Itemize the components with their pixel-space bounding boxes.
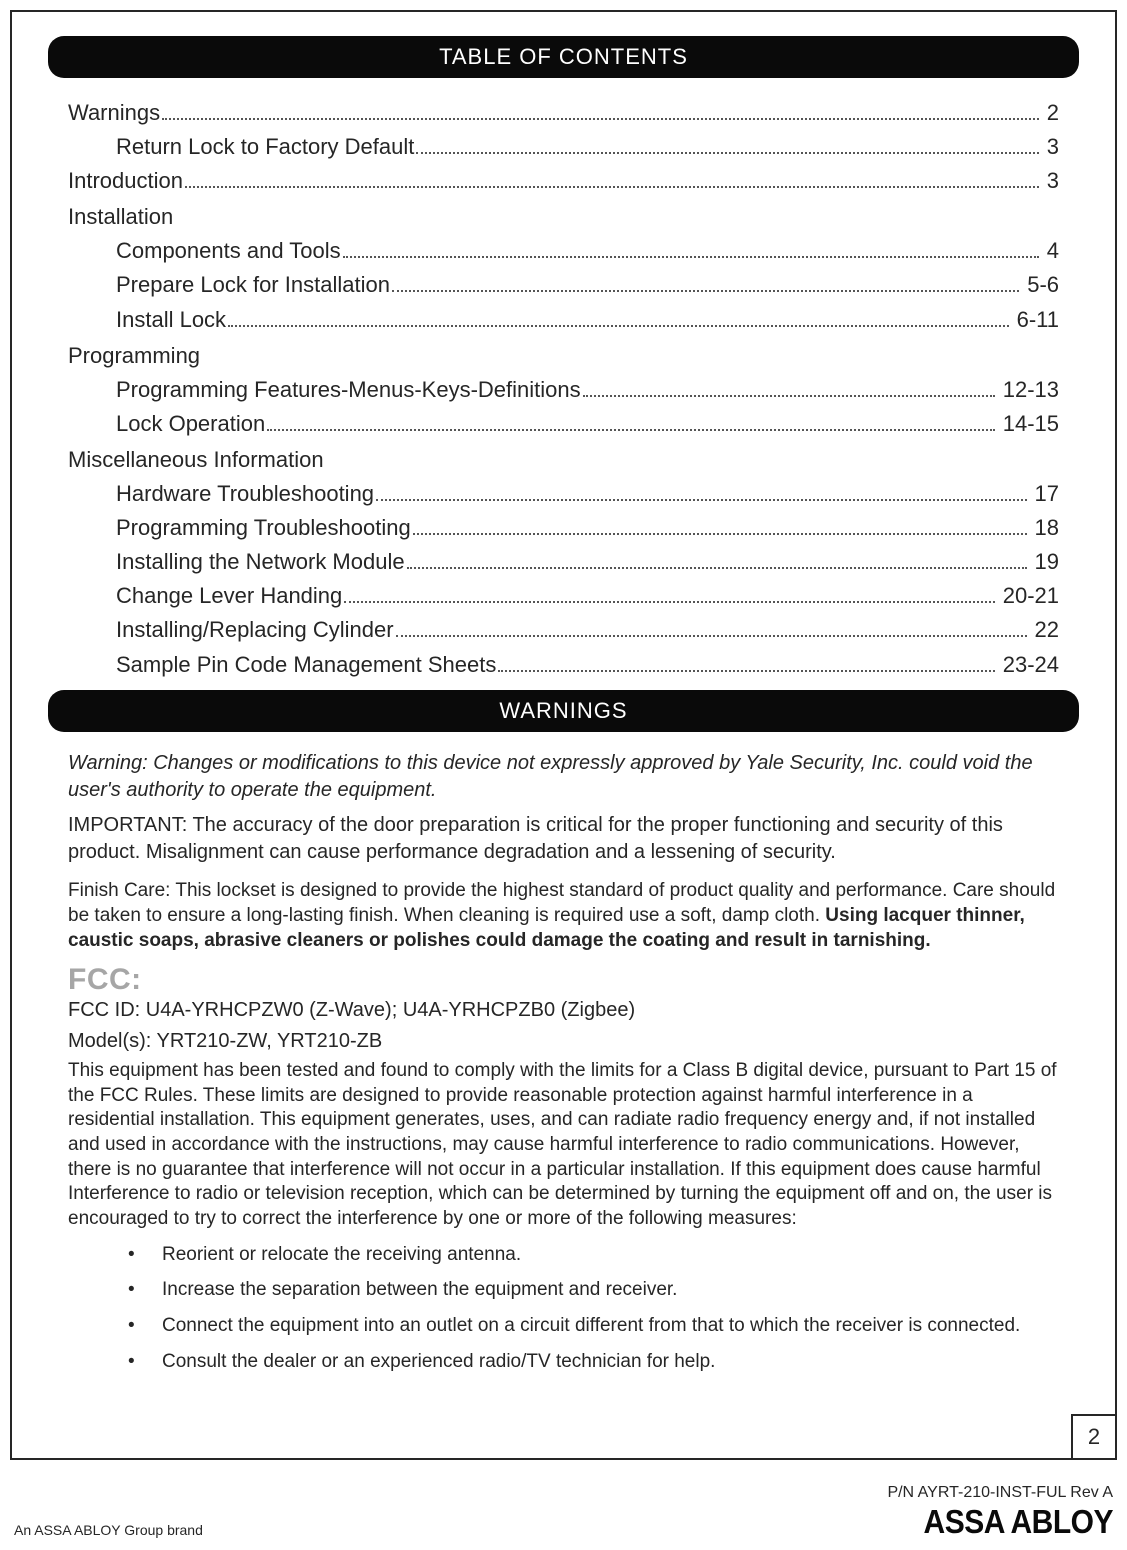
toc-row: Programming	[68, 339, 1059, 373]
toc-label: Change Lever Handing	[116, 579, 342, 613]
toc-row: Components and Tools 4	[68, 234, 1059, 268]
fcc-heading: FCC:	[68, 963, 1059, 997]
toc-leader-dots	[344, 601, 994, 603]
toc-label: Miscellaneous Information	[68, 443, 324, 477]
fcc-bullet: Increase the separation between the equi…	[128, 1277, 1059, 1303]
toc-label: Installing/Replacing Cylinder	[116, 613, 394, 647]
toc-leader-dots	[498, 670, 994, 672]
toc-row: Lock Operation 14-15	[68, 407, 1059, 441]
toc-page-number: 12-13	[1001, 373, 1059, 407]
toc-label: Installation	[68, 200, 173, 234]
page-frame: TABLE OF CONTENTS Warnings2Return Lock t…	[10, 10, 1117, 1460]
toc-row: Return Lock to Factory Default 3	[68, 130, 1059, 164]
fcc-bullet: Connect the equipment into an outlet on …	[128, 1313, 1059, 1339]
table-of-contents: Warnings 2 Return Lock to Factory Default 3…	[68, 96, 1059, 682]
toc-leader-dots	[396, 635, 1027, 637]
toc-label: Programming Troubleshooting	[116, 511, 411, 545]
toc-page-number: 18	[1033, 511, 1059, 545]
toc-page-number: 17	[1033, 477, 1059, 511]
toc-leader-dots	[583, 395, 995, 397]
fcc-id-line: FCC ID: U4A-YRHCPZW0 (Z-Wave); U4A-YRHCP…	[68, 997, 1059, 1024]
toc-leader-dots	[392, 290, 1019, 292]
toc-row: Prepare Lock for Installation 5-6	[68, 268, 1059, 302]
fcc-body-text: This equipment has been tested and found…	[68, 1059, 1059, 1232]
fcc-models-line: Model(s): YRT210-ZW, YRT210-ZB	[68, 1028, 1059, 1055]
toc-page-number: 5-6	[1025, 268, 1059, 302]
toc-row: Warnings 2	[68, 96, 1059, 130]
toc-label: Lock Operation	[116, 407, 265, 441]
toc-label: Warnings	[68, 96, 160, 130]
toc-page-number: 22	[1033, 613, 1059, 647]
toc-leader-dots	[413, 533, 1027, 535]
toc-label: Programming Features-Menus-Keys-Definiti…	[116, 373, 581, 407]
toc-row: Hardware Troubleshooting 17	[68, 477, 1059, 511]
fcc-bullet-list: Reorient or relocate the receiving anten…	[128, 1242, 1059, 1375]
toc-leader-dots	[343, 256, 1039, 258]
toc-leader-dots	[407, 567, 1027, 569]
toc-row: Install Lock 6-11	[68, 303, 1059, 337]
fcc-bullet: Reorient or relocate the receiving anten…	[128, 1242, 1059, 1268]
toc-header: TABLE OF CONTENTS	[48, 36, 1079, 78]
toc-leader-dots	[185, 186, 1039, 188]
toc-label: Hardware Troubleshooting	[116, 477, 374, 511]
toc-leader-dots	[416, 152, 1038, 154]
toc-label: Return Lock to Factory Default	[116, 130, 414, 164]
warnings-header: WARNINGS	[48, 690, 1079, 732]
toc-label: Components and Tools	[116, 234, 341, 268]
toc-label: Programming	[68, 339, 200, 373]
toc-row: Change Lever Handing 20-21	[68, 579, 1059, 613]
toc-label: Installing the Network Module	[116, 545, 405, 579]
toc-page-number: 14-15	[1001, 407, 1059, 441]
toc-row: Miscellaneous Information	[68, 443, 1059, 477]
toc-page-number: 4	[1045, 234, 1059, 268]
footer-part-number: P/N AYRT-210-INST-FUL Rev A	[887, 1484, 1113, 1502]
toc-page-number: 20-21	[1001, 579, 1059, 613]
toc-row: Introduction 3	[68, 164, 1059, 198]
toc-leader-dots	[162, 118, 1039, 120]
toc-row: Sample Pin Code Management Sheets 23-24	[68, 648, 1059, 682]
warning-important-text: IMPORTANT: The accuracy of the door prep…	[68, 812, 1059, 866]
toc-row: Installing the Network Module 19	[68, 545, 1059, 579]
toc-row: Programming Troubleshooting 18	[68, 511, 1059, 545]
toc-label: Introduction	[68, 164, 183, 198]
assa-abloy-logo: ASSA ABLOY	[887, 1504, 1113, 1542]
toc-page-number: 2	[1045, 96, 1059, 130]
toc-page-number: 3	[1045, 164, 1059, 198]
warning-finish-care: Finish Care: This lockset is designed to…	[68, 878, 1059, 953]
warning-modification-text: Warning: Changes or modifications to thi…	[68, 750, 1059, 804]
toc-leader-dots	[376, 499, 1026, 501]
toc-label: Prepare Lock for Installation	[116, 268, 390, 302]
toc-leader-dots	[267, 429, 995, 431]
toc-page-number: 23-24	[1001, 648, 1059, 682]
page-footer: An ASSA ABLOY Group brand P/N AYRT-210-I…	[10, 1468, 1117, 1540]
toc-label: Sample Pin Code Management Sheets	[116, 648, 496, 682]
toc-page-number: 6-11	[1015, 303, 1059, 337]
toc-row: Installing/Replacing Cylinder 22	[68, 613, 1059, 647]
toc-label: Install Lock	[116, 303, 226, 337]
toc-page-number: 3	[1045, 130, 1059, 164]
toc-leader-dots	[228, 325, 1009, 327]
toc-row: Programming Features-Menus-Keys-Definiti…	[68, 373, 1059, 407]
page-number: 2	[1071, 1414, 1117, 1460]
fcc-bullet: Consult the dealer or an experienced rad…	[128, 1349, 1059, 1375]
toc-row: Installation	[68, 200, 1059, 234]
toc-page-number: 19	[1033, 545, 1059, 579]
footer-brand-text: An ASSA ABLOY Group brand	[14, 1522, 203, 1538]
